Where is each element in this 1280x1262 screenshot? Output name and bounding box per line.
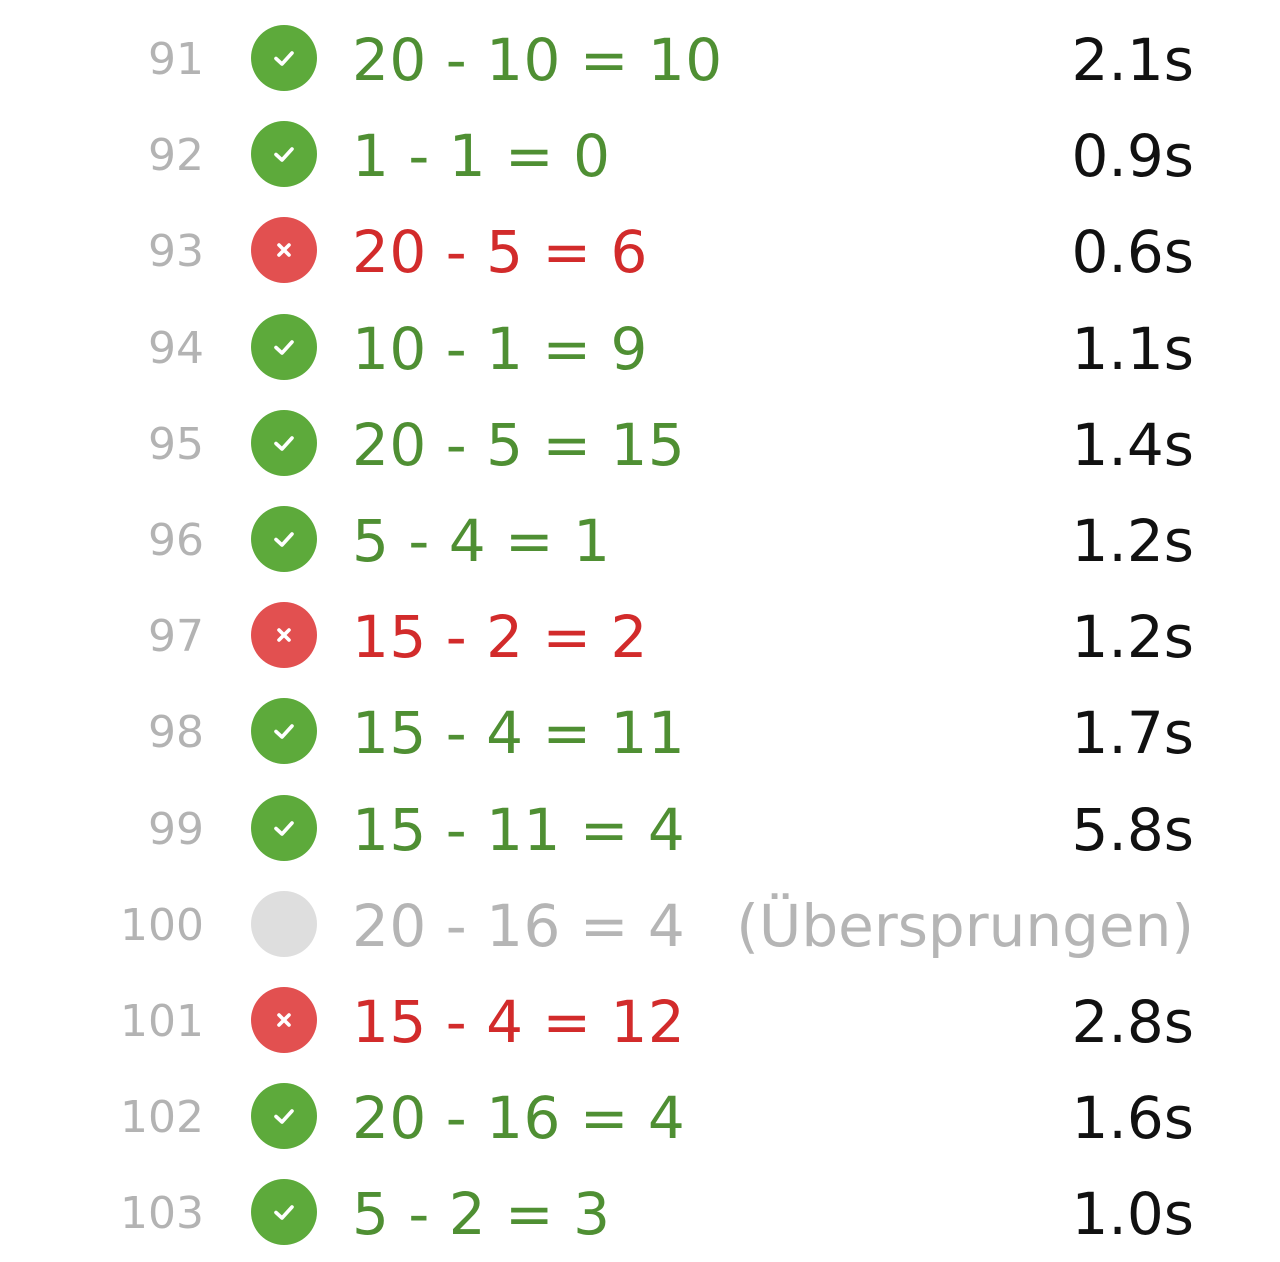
skipped-label: (Übersprungen) — [736, 891, 1194, 960]
answer-time: 1.6s — [1071, 1084, 1194, 1153]
result-row: 100 20 - 16 = 4 (Übersprungen) — [0, 878, 1280, 974]
equation: 20 - 16 = 4 — [352, 891, 686, 960]
check-icon — [251, 1179, 317, 1246]
result-row: 93 20 - 5 = 6 0.6s — [0, 204, 1280, 300]
row-number: 103 — [120, 1188, 204, 1240]
equation: 15 - 2 = 2 — [352, 603, 648, 672]
answer-time: 1.7s — [1071, 699, 1194, 768]
answer-time: 1.0s — [1071, 1180, 1194, 1249]
check-icon — [251, 505, 317, 572]
equation: 5 - 2 = 3 — [352, 1180, 611, 1249]
cross-icon — [251, 986, 317, 1053]
row-number: 100 — [120, 899, 204, 951]
answer-time: 2.1s — [1071, 26, 1194, 94]
result-row: 96 5 - 4 = 1 1.2s — [0, 493, 1280, 589]
result-row: 95 20 - 5 = 15 1.4s — [0, 397, 1280, 493]
results-list: 91 20 - 10 = 10 2.1s 92 1 - 1 = 0 0.9s 9… — [0, 12, 1280, 1262]
row-number: 98 — [148, 707, 204, 759]
check-icon — [251, 25, 317, 91]
row-number: 102 — [120, 1092, 204, 1144]
row-number: 93 — [148, 226, 204, 278]
result-row: 97 15 - 2 = 2 1.2s — [0, 589, 1280, 685]
equation: 5 - 4 = 1 — [352, 506, 611, 575]
row-number: 101 — [120, 995, 204, 1047]
row-number: 99 — [148, 803, 204, 855]
result-row: 101 15 - 4 = 12 2.8s — [0, 974, 1280, 1070]
check-icon — [251, 313, 317, 380]
result-row: 103 5 - 2 = 3 1.0s — [0, 1166, 1280, 1262]
check-icon — [251, 409, 317, 476]
answer-time: 1.1s — [1071, 314, 1194, 383]
equation: 20 - 5 = 15 — [352, 410, 686, 479]
check-icon — [251, 121, 317, 188]
check-icon — [251, 1083, 317, 1150]
answer-time: 2.8s — [1071, 987, 1194, 1056]
result-row: 94 10 - 1 = 9 1.1s — [0, 301, 1280, 397]
answer-time: 1.2s — [1071, 603, 1194, 672]
check-icon — [251, 698, 317, 765]
result-row: 98 15 - 4 = 11 1.7s — [0, 685, 1280, 781]
check-icon — [251, 794, 317, 861]
answer-time: 5.8s — [1071, 795, 1194, 864]
answer-time: 0.9s — [1071, 122, 1194, 191]
equation: 15 - 4 = 11 — [352, 699, 686, 768]
cross-icon — [251, 217, 317, 284]
equation: 20 - 5 = 6 — [352, 218, 648, 287]
result-row: 102 20 - 16 = 4 1.6s — [0, 1070, 1280, 1166]
result-row: 99 15 - 11 = 4 5.8s — [0, 782, 1280, 878]
equation: 10 - 1 = 9 — [352, 314, 648, 383]
equation: 15 - 11 = 4 — [352, 795, 686, 864]
equation: 15 - 4 = 12 — [352, 987, 686, 1056]
answer-time: 0.6s — [1071, 218, 1194, 287]
skipped-circle-icon — [251, 890, 317, 957]
row-number: 97 — [148, 611, 204, 663]
cross-icon — [251, 602, 317, 669]
result-row: 92 1 - 1 = 0 0.9s — [0, 108, 1280, 204]
equation: 20 - 16 = 4 — [352, 1084, 686, 1153]
row-number: 92 — [148, 130, 204, 182]
row-number: 91 — [148, 34, 204, 85]
row-number: 96 — [148, 514, 204, 566]
result-row: 91 20 - 10 = 10 2.1s — [0, 12, 1280, 108]
equation: 20 - 10 = 10 — [352, 26, 723, 94]
row-number: 94 — [148, 322, 204, 374]
answer-time: 1.4s — [1071, 410, 1194, 479]
row-number: 95 — [148, 418, 204, 470]
answer-time: 1.2s — [1071, 506, 1194, 575]
equation: 1 - 1 = 0 — [352, 122, 611, 191]
